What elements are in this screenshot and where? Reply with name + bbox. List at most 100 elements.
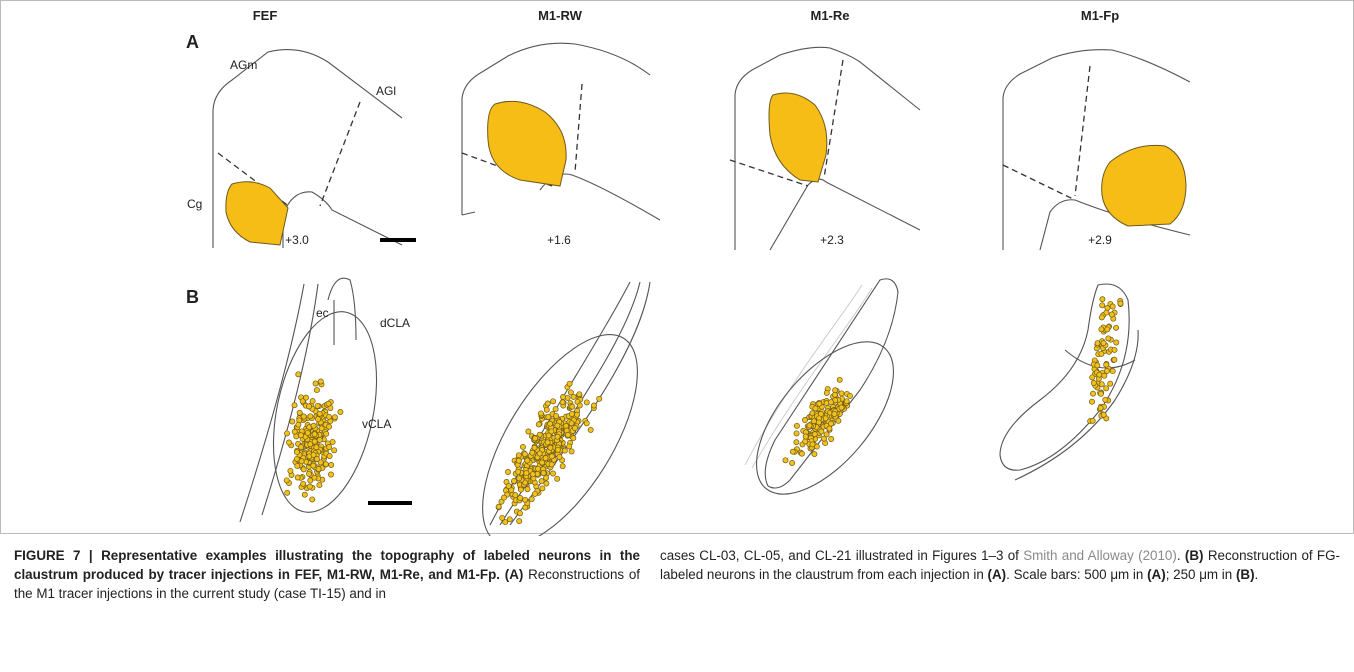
neuron-dot <box>794 423 799 428</box>
neuron-dot <box>308 414 313 419</box>
neuron-dot <box>1104 386 1109 391</box>
neuron-dot <box>286 440 291 445</box>
claustrum-drawing <box>452 282 667 536</box>
neuron-dot <box>326 414 331 419</box>
neuron-dot <box>516 469 521 474</box>
neuron-dot <box>544 481 549 486</box>
neuron-dot <box>541 470 546 475</box>
neuron-dot <box>294 450 299 455</box>
neuron-dot <box>1108 381 1113 386</box>
neuron-dot <box>522 452 527 457</box>
neuron-dot <box>538 411 543 416</box>
neuron-dot <box>314 388 319 393</box>
neuron-dot <box>284 478 289 483</box>
neuron-dot <box>1091 380 1096 385</box>
neuron-dot <box>327 453 332 458</box>
neuron-dot <box>1114 325 1119 330</box>
neuron-dot <box>1104 362 1109 367</box>
neuron-dot <box>548 421 553 426</box>
neuron-dot <box>306 471 311 476</box>
neuron-dot <box>1110 304 1115 309</box>
neuron-dot <box>543 456 548 461</box>
neuron-dot <box>1102 373 1107 378</box>
neuron-dot <box>505 469 510 474</box>
neuron-dot <box>824 390 829 395</box>
neuron-dot <box>1110 369 1115 374</box>
neuron-dot <box>327 444 332 449</box>
neuron-dot <box>315 403 320 408</box>
neuron-dot <box>560 394 565 399</box>
neuron-dot <box>285 490 290 495</box>
claustrum-drawing <box>731 279 918 518</box>
neuron-dot <box>832 411 837 416</box>
neuron-dot <box>811 419 816 424</box>
panel-label: B <box>186 287 199 307</box>
neuron-dot <box>810 442 815 447</box>
neuron-dot <box>812 452 817 457</box>
neuron-dot <box>1118 301 1123 306</box>
neuron-dot <box>570 404 575 409</box>
neuron-dot <box>1112 357 1117 362</box>
neuron-dot <box>555 447 560 452</box>
region-label: AGl <box>376 84 396 98</box>
neuron-dot <box>323 462 328 467</box>
citation-link[interactable]: Smith and Alloway (2010) <box>1023 548 1177 563</box>
neuron-dot <box>847 393 852 398</box>
neuron-dot <box>517 476 522 481</box>
region-label: dCLA <box>380 316 410 330</box>
neuron-dot <box>802 417 807 422</box>
figure-frame <box>1 1 1354 534</box>
neuron-dot <box>554 413 559 418</box>
neuron-dot <box>529 497 534 502</box>
neuron-dot <box>520 444 525 449</box>
neuron-dot <box>311 452 316 457</box>
neuron-dot <box>326 424 331 429</box>
neuron-dot <box>312 439 317 444</box>
section-drawing <box>1003 50 1190 250</box>
neuron-dot <box>1114 340 1119 345</box>
neuron-dot <box>1101 412 1106 417</box>
neuron-dot <box>537 451 542 456</box>
neuron-dot <box>301 467 306 472</box>
neuron-dot <box>548 445 553 450</box>
neuron-dot <box>837 377 842 382</box>
neuron-dot <box>567 381 572 386</box>
neuron-dot <box>530 450 535 455</box>
boundary <box>320 102 360 206</box>
boundary <box>824 60 843 178</box>
neuron-dot <box>1100 303 1105 308</box>
neuron-dot <box>288 468 293 473</box>
caption-text: . Scale bars: 500 μm in <box>1006 567 1143 582</box>
neuron-dot <box>549 454 554 459</box>
neuron-dot <box>569 449 574 454</box>
neuron-dot <box>516 458 521 463</box>
neuron-dot <box>511 478 516 483</box>
neuron-dot <box>284 431 289 436</box>
section-drawing <box>730 47 920 250</box>
region-label: ec <box>316 306 329 320</box>
neuron-dot <box>295 475 300 480</box>
neuron-dot <box>833 388 838 393</box>
neuron-dot <box>569 411 574 416</box>
neuron-dot <box>536 422 541 427</box>
neuron-dot <box>551 399 556 404</box>
neuron-dot <box>316 466 321 471</box>
neuron-dot <box>828 400 833 405</box>
caption-text: cases CL-03, CL-05, and CL-21 illustrate… <box>660 548 1019 563</box>
neuron-dot <box>326 401 331 406</box>
neuron-dot <box>306 404 311 409</box>
neuron-dot <box>813 406 818 411</box>
neuron-dot <box>1104 310 1109 315</box>
neuron-dot <box>560 464 565 469</box>
injection-site <box>226 182 288 245</box>
neuron-dot <box>507 517 512 522</box>
neuron-dot <box>307 484 312 489</box>
neuron-dot <box>829 436 834 441</box>
neuron-dot <box>557 454 562 459</box>
column-title: FEF <box>253 8 278 23</box>
neuron-dot <box>296 422 301 427</box>
neuron-dot <box>816 420 821 425</box>
neuron-dot <box>506 484 511 489</box>
neuron-dot <box>516 453 521 458</box>
neuron-dot <box>1090 391 1095 396</box>
